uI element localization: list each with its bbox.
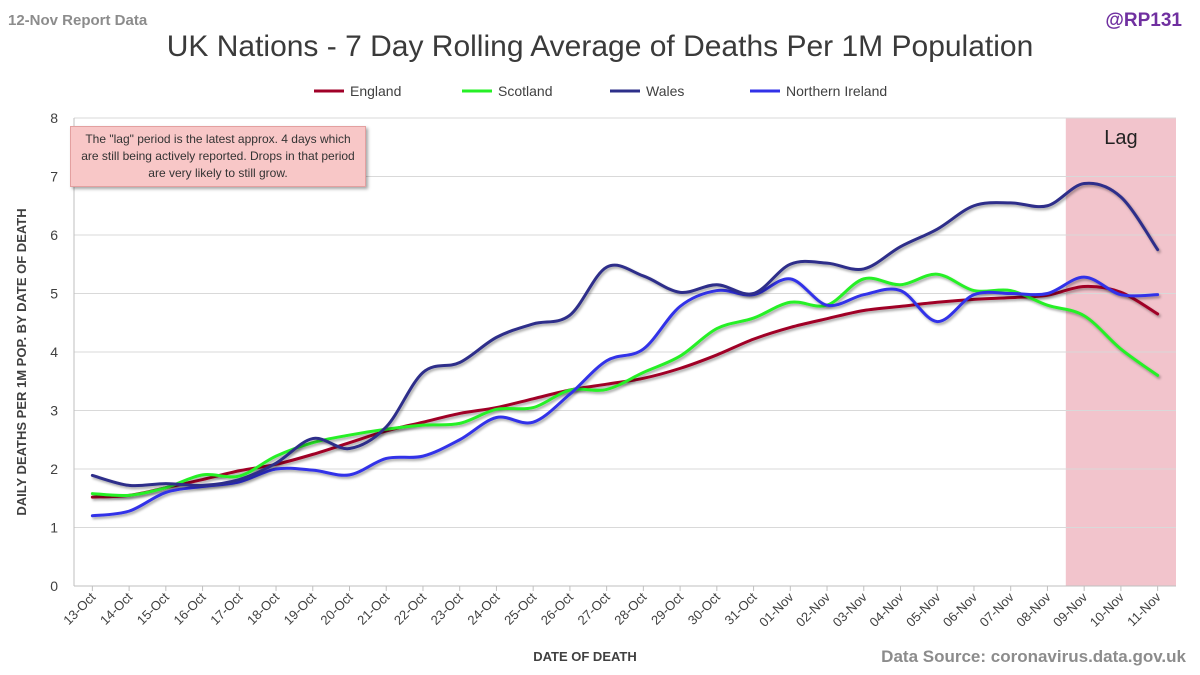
legend-item-wales: Wales (610, 83, 684, 99)
x-tick-label: 25-Oct (501, 589, 539, 627)
x-tick-label: 26-Oct (538, 589, 576, 627)
x-tick-label: 23-Oct (428, 589, 466, 627)
x-tick-label: 17-Oct (207, 589, 245, 627)
lag-annotation-box: The "lag" period is the latest approx. 4… (70, 126, 366, 187)
series-line-northern-ireland (90, 275, 1160, 518)
x-tick-label: 16-Oct (170, 589, 208, 627)
legend-label: Wales (646, 83, 684, 99)
chart-title: UK Nations - 7 Day Rolling Average of De… (166, 30, 1034, 63)
x-tick-label: 05-Nov (903, 589, 944, 630)
x-tick-label: 28-Oct (611, 589, 649, 627)
y-tick-label: 5 (50, 286, 58, 302)
report-date-label: 12-Nov Report Data (8, 12, 148, 29)
y-tick-label: 1 (50, 520, 58, 536)
x-tick-label: 20-Oct (317, 589, 355, 627)
y-tick-label: 7 (50, 169, 58, 185)
x-tick-label: 27-Oct (575, 589, 613, 627)
x-tick-label: 13-Oct (60, 589, 98, 627)
x-tick-label: 06-Nov (940, 589, 981, 630)
x-tick-label: 14-Oct (97, 589, 135, 627)
y-tick-label: 0 (50, 578, 58, 594)
y-tick-label: 8 (50, 110, 58, 126)
x-tick-label: 04-Nov (866, 589, 907, 630)
author-handle: @RP131 (1105, 10, 1182, 31)
series-line-england (90, 284, 1160, 499)
x-tick-label: 11-Nov (1124, 589, 1164, 629)
legend-item-england: England (314, 83, 401, 99)
legend-item-northern-ireland: Northern Ireland (750, 83, 887, 99)
y-tick-label: 6 (50, 227, 58, 243)
legend-item-scotland: Scotland (462, 83, 552, 99)
x-tick-label: 10-Nov (1087, 589, 1128, 630)
lag-label: Lag (1104, 127, 1137, 149)
x-tick-label: 22-Oct (391, 589, 429, 627)
data-source-label: Data Source: coronavirus.data.gov.uk (881, 647, 1186, 666)
x-tick-label: 15-Oct (134, 589, 172, 627)
x-axis-label: DATE OF DEATH (533, 649, 637, 664)
x-tick-label: 08-Nov (1013, 589, 1054, 630)
legend-label: Scotland (498, 83, 552, 99)
x-tick-label: 03-Nov (830, 589, 871, 630)
x-tick-label: 18-Oct (244, 589, 282, 627)
x-tick-label: 24-Oct (464, 589, 502, 627)
x-tick-label: 21-Oct (354, 589, 392, 627)
x-tick-label: 01-Nov (756, 589, 797, 630)
y-tick-label: 3 (50, 403, 58, 419)
x-tick-label: 09-Nov (1050, 589, 1091, 630)
y-tick-label: 4 (50, 344, 58, 360)
x-tick-label: 29-Oct (648, 589, 686, 627)
y-axis-label: DAILY DEATHS PER 1M POP. BY DATE OF DEAT… (14, 208, 29, 515)
series-line-wales (90, 181, 1160, 488)
x-tick-label: 02-Nov (793, 589, 834, 630)
series-line-scotland (90, 272, 1160, 498)
legend-label: Northern Ireland (786, 83, 887, 99)
legend-label: England (350, 83, 401, 99)
x-tick-label: 31-Oct (721, 589, 759, 627)
x-tick-label: 07-Nov (977, 589, 1018, 630)
x-tick-label: 19-Oct (281, 589, 319, 627)
x-tick-label: 30-Oct (685, 589, 723, 627)
y-tick-label: 2 (50, 461, 58, 477)
